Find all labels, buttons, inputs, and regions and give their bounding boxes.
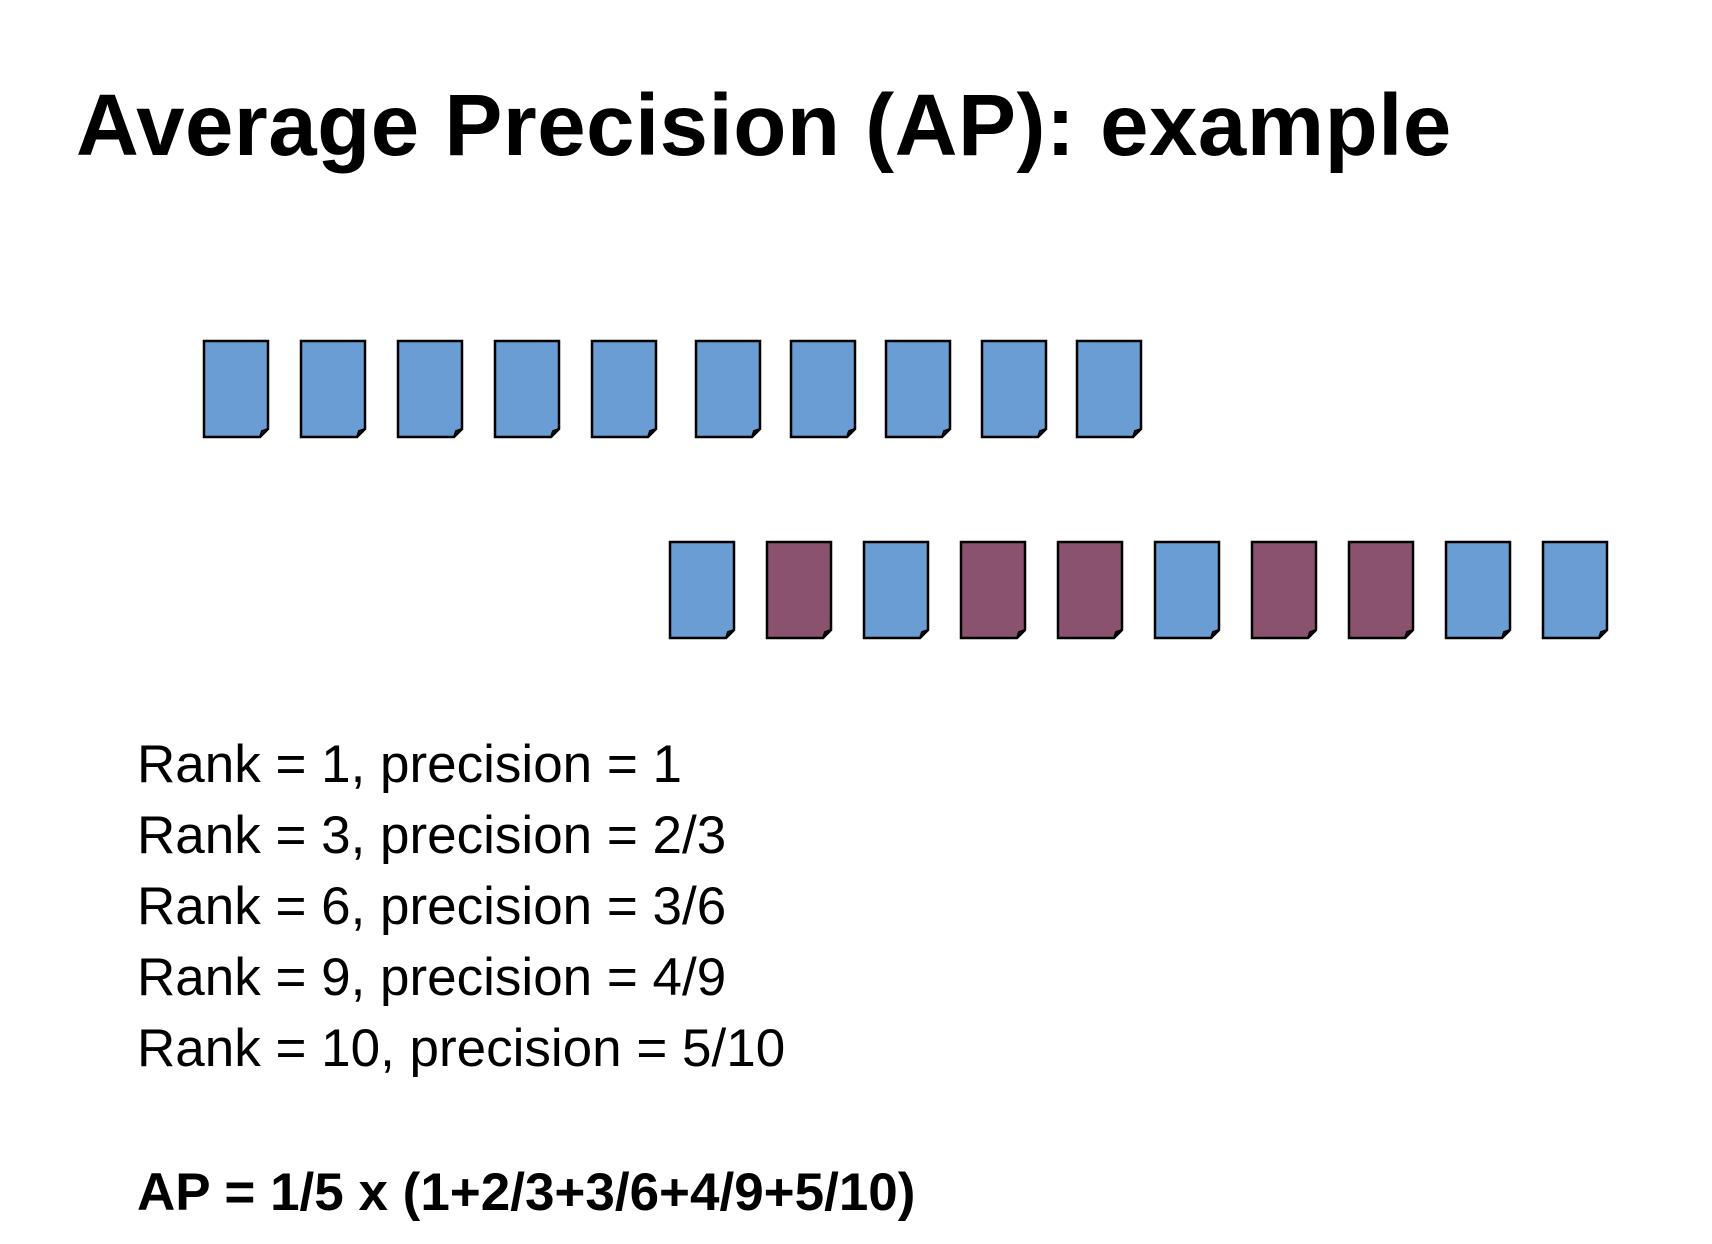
- relevant-document-icon: [202, 339, 270, 439]
- relevant-document-icon: [1153, 540, 1221, 640]
- precision-step: Rank = 1, precision = 1: [137, 735, 683, 794]
- relevant-documents-row: [202, 339, 1143, 439]
- precision-step: Rank = 3, precision = 2/3: [137, 806, 727, 865]
- relevant-document-icon: [668, 540, 736, 640]
- relevant-document-icon: [980, 339, 1048, 439]
- relevant-document-icon: [884, 339, 952, 439]
- slide-title: Average Precision (AP): example: [76, 77, 1452, 174]
- precision-step: Rank = 6, precision = 3/6: [137, 877, 727, 936]
- precision-step: Rank = 9, precision = 4/9: [137, 948, 727, 1007]
- nonrelevant-document-icon: [1056, 540, 1124, 640]
- relevant-document-icon: [789, 339, 857, 439]
- relevant-document-icon: [1444, 540, 1512, 640]
- ap-formula: AP = 1/5 x (1+2/3+3/6+4/9+5/10): [137, 1163, 916, 1222]
- precision-step: Rank = 10, precision = 5/10: [137, 1019, 786, 1078]
- precision-steps: Rank = 1, precision = 1 Rank = 3, precis…: [137, 729, 785, 1084]
- relevant-document-icon: [1541, 540, 1609, 640]
- nonrelevant-document-icon: [1347, 540, 1415, 640]
- relevant-document-icon: [1075, 339, 1143, 439]
- relevant-document-icon: [590, 339, 658, 439]
- nonrelevant-document-icon: [765, 540, 833, 640]
- relevant-document-icon: [493, 339, 561, 439]
- relevant-document-icon: [862, 540, 930, 640]
- nonrelevant-document-icon: [1250, 540, 1318, 640]
- nonrelevant-document-icon: [959, 540, 1027, 640]
- relevant-document-icon: [396, 339, 464, 439]
- ranked-results-row: [668, 540, 1609, 640]
- relevant-document-icon: [299, 339, 367, 439]
- relevant-document-icon: [694, 339, 762, 439]
